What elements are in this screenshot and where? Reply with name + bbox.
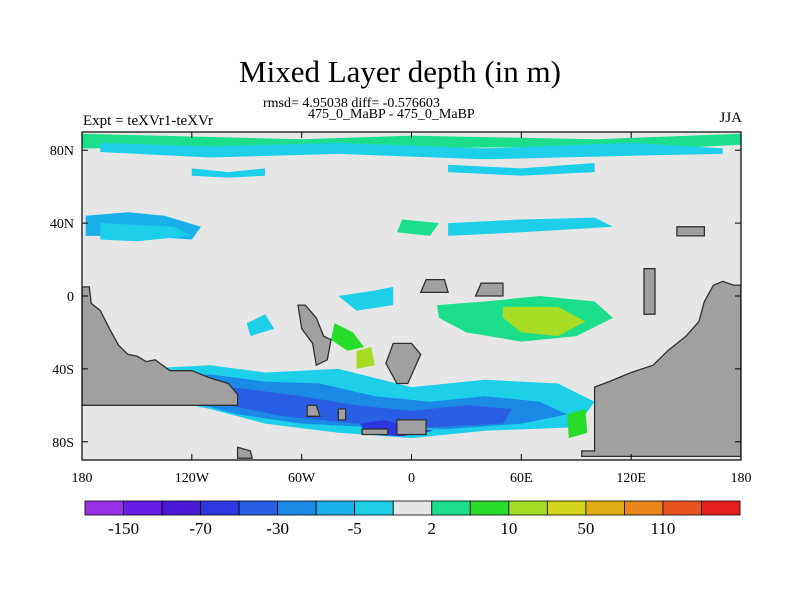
- y-tick-label: 0: [67, 290, 74, 305]
- x-tick-label: 120E: [616, 471, 646, 486]
- land-southern-africa: [385, 342, 422, 385]
- land-small-island-b: [337, 408, 347, 421]
- x-tick-label: 60E: [510, 471, 533, 486]
- land-antarctica-shelf: [236, 446, 254, 459]
- colorbar-swatch: [84, 500, 124, 516]
- ocean-patch-arctic-streak-2: [448, 163, 595, 176]
- land-south-shelf: [396, 419, 427, 436]
- y-tick-label: 80N: [50, 144, 74, 159]
- stats-text: rmsd= 4.95038 diff= -0.576603: [263, 96, 440, 111]
- land-east-island: [643, 268, 656, 315]
- land-africa-tip: [419, 278, 449, 294]
- ocean-patch-arctic-band-green: [82, 133, 741, 149]
- colorbar-swatch: [200, 500, 240, 516]
- ocean-patch-south-yellow-1: [356, 347, 375, 369]
- colorbar-swatch: [431, 500, 471, 516]
- colorbar-swatch: [469, 500, 510, 516]
- subtitle: 475_0_MaBP - 475_0_MaBP: [308, 107, 475, 122]
- colorbar-swatch: [662, 500, 702, 516]
- colorbar-label: 50: [577, 519, 594, 538]
- x-tick-label: 60W: [288, 471, 316, 486]
- y-tick-label: 80S: [52, 436, 74, 451]
- ocean-patch-north-atlantic-2: [396, 219, 439, 236]
- colorbar-label: -30: [266, 519, 289, 538]
- x-tick-label: 180: [72, 471, 93, 486]
- land-ne-island: [676, 226, 706, 237]
- season-label: JJA: [719, 110, 742, 126]
- colorbar-swatch: [585, 500, 625, 516]
- colorbar-label: 110: [651, 519, 676, 538]
- land-layer: [82, 226, 741, 459]
- ocean-patch-indian-yellow: [503, 306, 586, 337]
- colorbar-swatch: [161, 500, 201, 516]
- land-sea-shelf: [361, 428, 389, 436]
- colorbar-swatch: [123, 500, 163, 516]
- ocean-patch-eq-green-1: [331, 323, 364, 351]
- colorbar-swatch: [701, 500, 741, 516]
- ocean-patch-arctic-band-cyan: [100, 142, 723, 160]
- colorbar-label: 10: [500, 519, 517, 538]
- land-south-america: [82, 286, 239, 406]
- ocean-shading-layer: [82, 133, 741, 439]
- ocean-patch-antarctic-green: [567, 409, 588, 439]
- colorbar-label: 2: [428, 519, 437, 538]
- x-tick-label: 120W: [175, 471, 210, 486]
- land-australia: [581, 280, 741, 458]
- land-arabian-tip: [474, 282, 504, 297]
- x-tick-label: 0: [408, 471, 415, 486]
- colorbar-swatch: [238, 500, 279, 516]
- ocean-patch-north-atlantic-1: [448, 217, 613, 236]
- y-axis: 80N 40N 0 40S 80S: [50, 144, 741, 451]
- colorbar-label: -70: [189, 519, 212, 538]
- land-central-island: [297, 304, 332, 367]
- colorbar-swatch: [508, 500, 548, 516]
- colorbar-swatch: [546, 500, 587, 516]
- experiment-label: Expt = teXVr1-teXVr: [83, 113, 213, 129]
- colorbar-swatch: [392, 500, 433, 516]
- colorbar: -150 -70 -30 -5 2 10 50 110: [84, 500, 741, 538]
- x-axis: 180 120W 60W 0 60E 120E 180: [72, 132, 752, 486]
- y-tick-label: 40S: [52, 363, 74, 378]
- ocean-patch-south-band-deep: [191, 383, 513, 428]
- colorbar-label: -150: [108, 519, 139, 538]
- colorbar-swatch: [315, 500, 356, 516]
- y-tick-label: 40N: [50, 217, 74, 232]
- colorbar-label: -5: [348, 519, 362, 538]
- colorbar-swatch: [354, 500, 394, 516]
- map-title: Mixed Layer depth (in m): [239, 54, 561, 89]
- x-tick-label: 180: [731, 471, 752, 486]
- ocean-patch-mid-atlantic-blob: [338, 286, 394, 311]
- map-area: [82, 132, 741, 460]
- colorbar-swatch: [277, 500, 317, 516]
- ocean-patch-north-pacific-band-cyan: [100, 223, 192, 242]
- ocean-patch-arctic-streak-1: [191, 168, 266, 178]
- land-small-island-a: [306, 404, 321, 417]
- colorbar-swatch: [624, 500, 664, 516]
- ocean-patch-eq-blob-1: [246, 314, 275, 337]
